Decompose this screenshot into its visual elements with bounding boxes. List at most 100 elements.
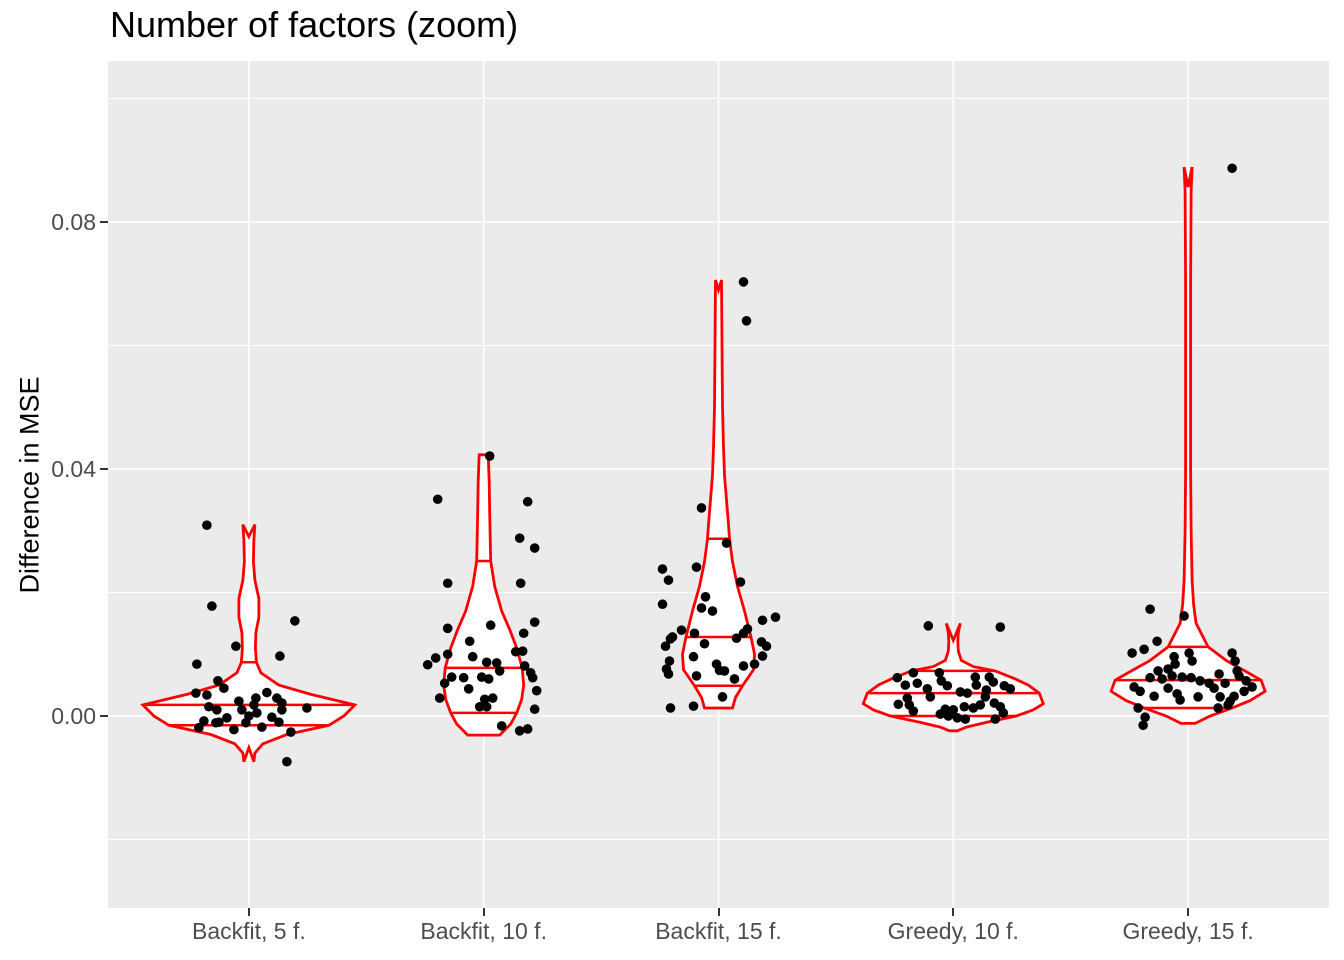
jitter-point bbox=[211, 717, 221, 728]
jitter-point bbox=[439, 678, 450, 689]
jitter-point bbox=[202, 690, 212, 700]
jitter-point bbox=[922, 684, 933, 694]
jitter-point bbox=[1170, 659, 1180, 669]
jitter-point bbox=[514, 726, 525, 736]
x-tick-mark bbox=[247, 908, 250, 916]
jitter-point bbox=[1184, 648, 1194, 658]
jitter-point bbox=[942, 680, 953, 691]
jitter-point bbox=[1213, 703, 1223, 713]
jitter-point bbox=[962, 688, 973, 698]
jitter-point bbox=[1145, 672, 1155, 683]
jitter-point bbox=[231, 641, 241, 652]
jitter-point bbox=[252, 708, 262, 718]
jitter-point bbox=[442, 623, 453, 634]
jitter-point bbox=[274, 717, 284, 727]
jitter-point bbox=[1247, 682, 1257, 692]
jitter-point bbox=[1214, 669, 1224, 679]
jitter-point bbox=[1167, 671, 1177, 681]
jitter-point bbox=[422, 659, 433, 670]
jitter-point bbox=[1239, 686, 1249, 697]
jitter-point bbox=[241, 717, 251, 728]
jitter-point bbox=[277, 698, 287, 708]
jitter-point bbox=[518, 628, 529, 639]
jitter-point bbox=[912, 678, 923, 689]
jitter-point bbox=[485, 620, 496, 631]
jitter-point bbox=[1135, 686, 1145, 697]
jitter-point bbox=[446, 672, 457, 682]
jitter-point bbox=[1187, 656, 1197, 666]
jitter-point bbox=[515, 578, 526, 589]
jitter-point bbox=[529, 543, 540, 553]
jitter-point bbox=[688, 701, 699, 711]
jitter-point bbox=[893, 699, 904, 710]
jitter-point bbox=[934, 667, 945, 678]
x-tick-mark bbox=[717, 908, 720, 916]
jitter-point bbox=[1139, 644, 1149, 655]
jitter-point bbox=[717, 692, 728, 702]
x-axis-label: Backfit, 5 f. bbox=[191, 918, 306, 944]
jitter-point bbox=[202, 520, 212, 530]
jitter-point bbox=[237, 705, 247, 715]
jitter-point bbox=[1169, 651, 1179, 662]
jitter-point bbox=[1195, 676, 1205, 686]
jitter-point bbox=[1149, 691, 1159, 702]
jitter-point bbox=[510, 646, 521, 657]
x-tick-mark bbox=[952, 908, 955, 916]
jitter-point bbox=[487, 693, 498, 703]
violin-outline-1 bbox=[140, 523, 358, 763]
jitter-point bbox=[1140, 712, 1150, 723]
jitter-point bbox=[1215, 692, 1225, 702]
jitter-point bbox=[481, 657, 492, 668]
jitter-point bbox=[729, 674, 740, 684]
jitter-point bbox=[1241, 676, 1251, 686]
jitter-point bbox=[213, 676, 223, 686]
jitter-point bbox=[691, 671, 702, 681]
jitter-point bbox=[665, 634, 676, 644]
jitter-point bbox=[908, 667, 919, 678]
jitter-point bbox=[738, 277, 749, 287]
jitter-point bbox=[735, 577, 746, 587]
violin-outline-5 bbox=[1109, 166, 1267, 725]
jitter-point bbox=[990, 714, 1001, 724]
jitter-point bbox=[770, 612, 781, 622]
jitter-point bbox=[1157, 674, 1167, 684]
jitter-point bbox=[464, 636, 475, 647]
jitter-point bbox=[1152, 636, 1162, 647]
jitter-point bbox=[262, 687, 272, 698]
jitter-point bbox=[286, 727, 296, 737]
jitter-point bbox=[212, 705, 222, 715]
jitter-point bbox=[970, 672, 981, 682]
jitter-point bbox=[522, 724, 533, 734]
jitter-point bbox=[222, 713, 232, 723]
jitter-point bbox=[657, 564, 668, 574]
violin-outline-3 bbox=[681, 279, 756, 710]
jitter-point bbox=[943, 711, 954, 721]
jitter-point bbox=[689, 628, 700, 639]
jitter-point bbox=[1220, 678, 1230, 689]
jitter-point bbox=[892, 672, 903, 683]
jitter-point bbox=[1179, 611, 1189, 621]
jitter-point bbox=[731, 633, 742, 643]
jitter-point bbox=[664, 656, 675, 666]
jitter-point bbox=[1186, 672, 1196, 683]
y-tick-label: 0.04 bbox=[51, 456, 96, 482]
jitter-point bbox=[988, 677, 999, 687]
jitter-point bbox=[1145, 604, 1155, 614]
jitter-point bbox=[696, 603, 707, 613]
jitter-point bbox=[925, 692, 936, 702]
jitter-point bbox=[529, 704, 540, 715]
jitter-point bbox=[302, 703, 312, 713]
jitter-point bbox=[249, 700, 259, 710]
x-axis-label: Backfit, 15 f. bbox=[655, 918, 782, 944]
jitter-point bbox=[207, 601, 217, 611]
jitter-point bbox=[959, 701, 970, 712]
jitter-point bbox=[995, 622, 1006, 632]
jitter-point bbox=[442, 578, 453, 589]
jitter-point bbox=[474, 701, 485, 712]
jitter-point bbox=[952, 713, 963, 723]
jitter-point bbox=[1177, 672, 1187, 682]
jitter-point bbox=[430, 653, 441, 663]
jitter-point bbox=[707, 606, 718, 616]
x-axis-label: Greedy, 15 f. bbox=[1122, 918, 1254, 944]
jitter-point bbox=[998, 708, 1009, 718]
